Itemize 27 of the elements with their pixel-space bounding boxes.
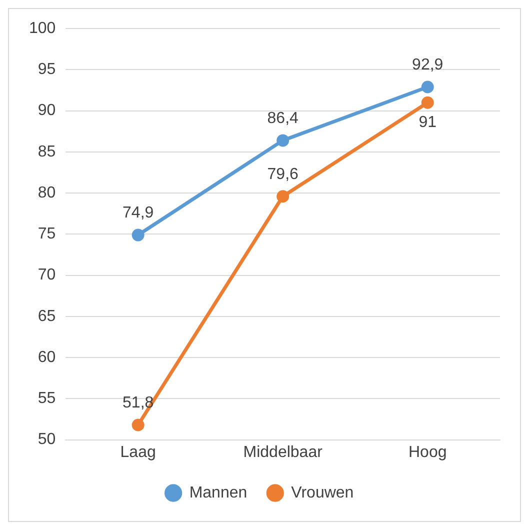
data-label: 79,6 <box>267 166 299 183</box>
y-tick-label: 80 <box>38 184 56 202</box>
y-tick-label: 65 <box>38 308 56 325</box>
x-tick-label: Laag <box>120 444 156 461</box>
y-tick-label: 100 <box>28 20 56 38</box>
y-tick-label: 70 <box>38 266 56 284</box>
y-tick-label: 60 <box>38 348 56 366</box>
point <box>132 228 144 242</box>
legend-label: Vrouwen <box>291 484 354 502</box>
legend-label: Mannen <box>189 484 248 502</box>
point <box>421 96 434 109</box>
y-tick-label: 90 <box>38 102 56 120</box>
data-label: 92,9 <box>412 56 444 74</box>
point <box>132 418 144 432</box>
point <box>421 80 434 94</box>
data-label: 86,4 <box>267 110 299 127</box>
point <box>276 134 290 147</box>
y-tick-label: 85 <box>38 143 56 160</box>
x-tick-label: Middelbaar <box>243 444 324 461</box>
y-tick-label: 75 <box>38 226 56 243</box>
data-label: 91 <box>418 114 437 132</box>
y-tick-label: 50 <box>38 431 56 448</box>
point <box>276 190 290 203</box>
x-tick-label: Hoog <box>408 444 447 461</box>
data-label: 74,9 <box>122 204 154 222</box>
y-tick-label: 55 <box>38 390 56 408</box>
y-tick-label: 95 <box>38 61 56 78</box>
